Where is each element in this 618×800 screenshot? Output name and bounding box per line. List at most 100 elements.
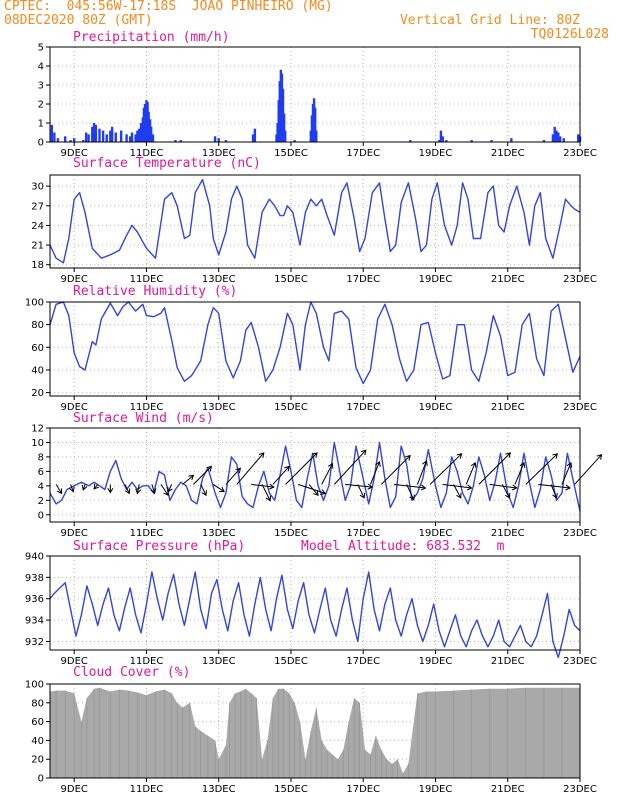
wind-vector	[465, 462, 476, 485]
x-tick-label: 15DEC	[274, 656, 308, 667]
wind-vector	[285, 452, 318, 485]
precip-bar	[313, 107, 317, 142]
x-tick-label: 21DEC	[491, 528, 525, 539]
precip-bar	[445, 140, 448, 142]
wind-vector	[561, 462, 572, 485]
x-tick-label: 9DEC	[61, 656, 88, 667]
precip-bar	[134, 134, 137, 142]
y-tick-label: 938	[25, 573, 44, 584]
y-tick-label: 4	[38, 62, 44, 73]
y-tick-label: 100	[25, 680, 44, 691]
plot-frame	[49, 46, 581, 143]
humidity-title: Relative Humidity (%)	[73, 284, 238, 299]
precip-bar	[315, 130, 318, 142]
x-tick-label: 21DEC	[491, 274, 525, 285]
x-tick-label: 23DEC	[563, 528, 597, 539]
wind-vector	[213, 483, 225, 493]
y-tick-label: 0	[38, 510, 44, 521]
temperature-title: Surface Temperature (nC)	[73, 156, 261, 171]
wind-arrowhead	[505, 452, 512, 458]
x-tick-label: 23DEC	[563, 656, 597, 667]
precip-bar	[555, 130, 558, 142]
precip-bar	[125, 134, 128, 142]
precip-bar	[138, 128, 141, 142]
x-tick-label: 23DEC	[563, 274, 597, 285]
wind-vector	[160, 484, 169, 496]
x-tick-label: 11DEC	[130, 528, 164, 539]
plot-area	[50, 556, 580, 650]
plot-area	[50, 428, 580, 522]
plot-frame	[49, 301, 581, 397]
precip-bar	[114, 132, 117, 142]
precip-bar	[213, 136, 217, 142]
precip-bar	[441, 136, 444, 142]
x-tick-label: 19DEC	[419, 784, 453, 795]
precip-bar	[224, 140, 228, 142]
precip-bar	[110, 126, 114, 142]
wind-vector	[261, 484, 271, 501]
wind-vector	[538, 483, 571, 489]
wind-vector	[200, 484, 207, 496]
precip-bar	[510, 138, 513, 142]
wind-arrowhead	[327, 462, 334, 469]
precip-bar	[562, 138, 565, 142]
precip-bar	[56, 138, 60, 142]
wind-vector	[514, 462, 525, 485]
header-grid-line: Vertical Grid Line: 80Z	[399, 13, 580, 28]
x-tick-label: 19DEC	[419, 148, 453, 159]
y-tick-label: 10	[31, 438, 44, 449]
precip-bar	[98, 128, 101, 142]
x-tick-label: 11DEC	[130, 784, 164, 795]
precip-bar	[408, 140, 412, 142]
x-tick-label: 23DEC	[563, 402, 597, 413]
precip-bar	[119, 130, 123, 142]
x-tick-label: 15DEC	[274, 528, 308, 539]
wind-arrowhead	[422, 460, 428, 467]
x-tick-label: 21DEC	[491, 402, 525, 413]
wind-arrowhead	[188, 474, 195, 481]
x-tick-label: 19DEC	[419, 274, 453, 285]
wind-vector	[151, 484, 156, 494]
precip-bar	[490, 140, 493, 142]
header-station: CPTEC: 045:56W-17:18S JOAO PINHEIRO (MG)	[4, 0, 333, 14]
precip-bar	[149, 126, 153, 142]
x-tick-label: 13DEC	[202, 148, 236, 159]
precip-bar	[50, 124, 54, 142]
x-tick-label: 19DEC	[419, 656, 453, 667]
wind-arrowhead	[409, 494, 415, 501]
precip-bar	[217, 138, 220, 142]
wind-vector	[525, 453, 558, 485]
y-tick-label: 2	[38, 100, 44, 111]
wind-arrowhead	[504, 492, 511, 499]
x-tick-label: 9DEC	[61, 402, 88, 413]
wind-vector	[167, 484, 173, 492]
wind-arrowhead	[69, 486, 75, 493]
header-model-id: TQ0126L028	[530, 27, 609, 42]
y-tick-label: 3	[38, 81, 44, 92]
wind-vector	[574, 454, 602, 485]
wind-vector	[442, 483, 472, 489]
wind-arrowhead	[258, 452, 265, 458]
y-tick-label: 934	[25, 616, 44, 627]
x-tick-label: 13DEC	[202, 528, 236, 539]
wind-vector	[550, 484, 557, 499]
wind-arrowhead	[470, 461, 477, 468]
precip-bar	[558, 136, 562, 142]
wind-arrowhead	[201, 490, 207, 497]
y-tick-label: 80	[31, 320, 44, 331]
precip-bar	[293, 140, 296, 142]
precip-bar	[253, 128, 257, 142]
x-tick-label: 9DEC	[61, 528, 88, 539]
wind-vector	[55, 484, 62, 494]
precip-bar	[282, 113, 286, 142]
precip-bar	[82, 140, 85, 142]
x-tick-label: 11DEC	[130, 402, 164, 413]
wind-arrowhead	[167, 486, 173, 493]
x-tick-label: 11DEC	[130, 274, 164, 285]
precip-bar	[179, 140, 182, 142]
x-tick-label: 17DEC	[346, 274, 380, 285]
series-line	[49, 178, 581, 264]
model-altitude: Model Altitude: 683.532 m	[301, 539, 505, 554]
y-tick-label: 8	[38, 452, 44, 463]
precip-bar	[174, 140, 177, 142]
